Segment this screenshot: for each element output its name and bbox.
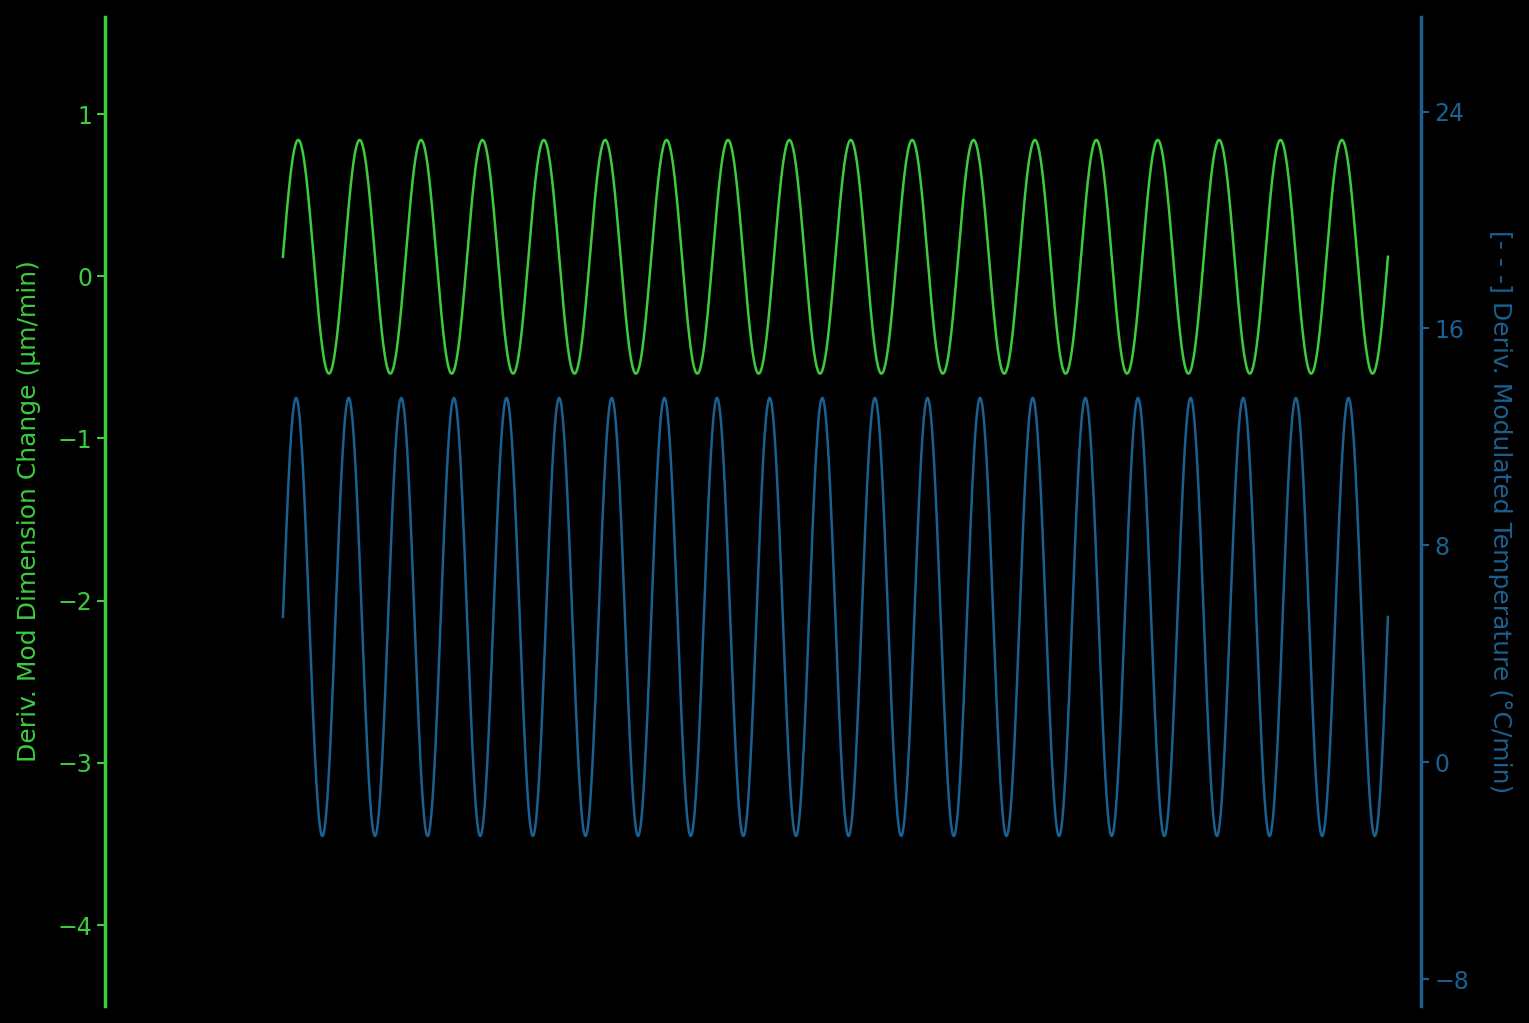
Y-axis label: Deriv. Mod Dimension Change (μm/min): Deriv. Mod Dimension Change (μm/min) xyxy=(17,261,41,762)
Y-axis label: [- - -] Deriv. Modulated Temperature (°C/min): [- - -] Deriv. Modulated Temperature (°C… xyxy=(1488,230,1512,793)
